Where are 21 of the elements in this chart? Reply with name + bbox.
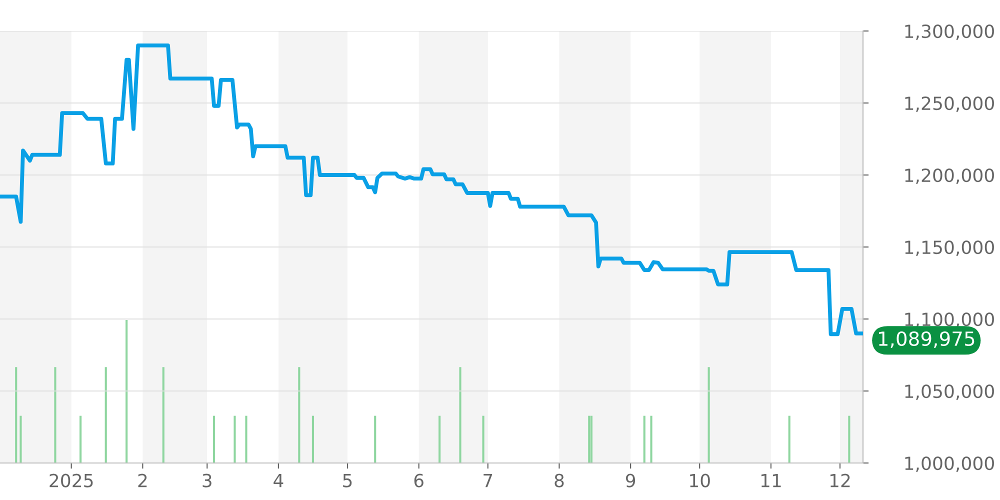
y-tick-label: 1,300,000 [905,24,994,40]
x-tick-label: 4 [274,474,284,488]
x-tick-label: 9 [626,474,636,488]
y-tick-label: 1,150,000 [905,240,994,256]
x-tick-label: 3 [202,474,212,488]
line-series [0,43,863,336]
annotation: 1,089,975 [879,331,974,348]
x-tick-label: 5 [343,474,352,488]
y-tick-label: 1,200,000 [905,168,994,184]
x-tick-label: 7 [484,474,492,488]
x-tick-label: 6 [414,474,424,488]
y-tick-label: 1,000,000 [905,456,994,472]
x-tick-label: 11 [761,474,781,488]
y-tick-label: 1,050,000 [905,384,994,400]
x-tick-label: 12 [830,474,850,488]
x-tick-label: 2 [138,474,147,488]
y-tick-label: 1,100,000 [905,312,994,328]
x-tick-label: 8 [554,474,564,488]
x-tick-label: 2025 [50,474,93,488]
x-tick-label: 10 [690,474,710,488]
y-tick-label: 1,250,000 [905,96,994,112]
